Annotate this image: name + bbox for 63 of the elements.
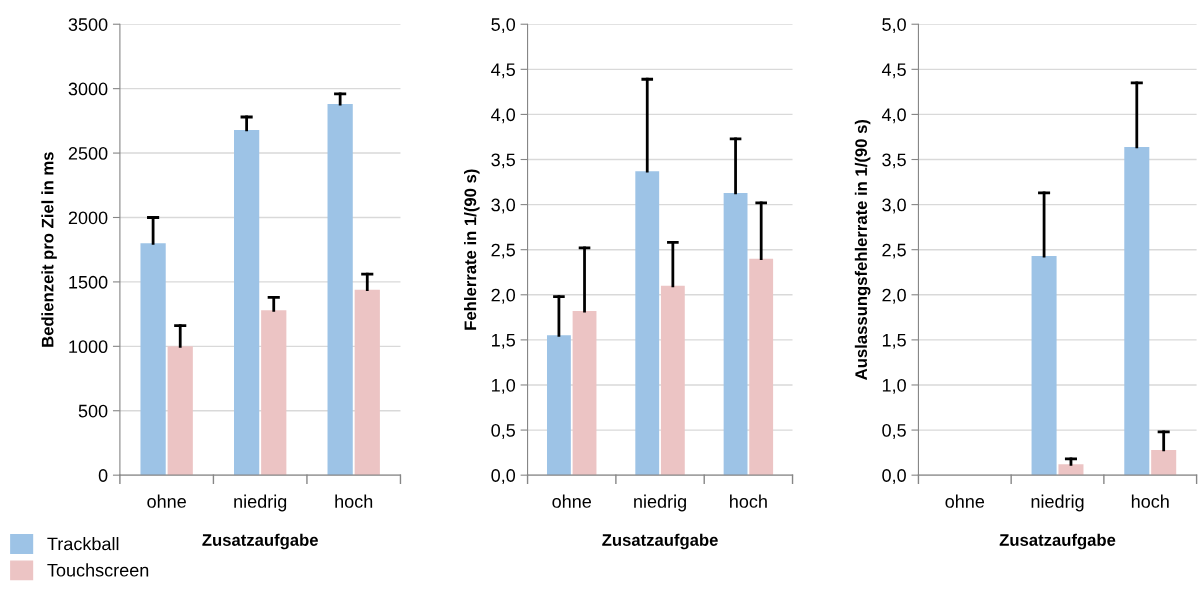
y-axis-title: Bedienzeit pro Ziel in ms <box>41 152 57 347</box>
x-tick-label: niedrig <box>234 494 287 512</box>
bar <box>749 258 774 476</box>
bar <box>635 171 660 476</box>
y-tick-label: 3,0 <box>491 198 516 214</box>
y-tick-label: 3,5 <box>491 153 515 169</box>
y-tick-label: 0,0 <box>882 469 906 485</box>
y-tick-label: 0,5 <box>491 424 515 439</box>
x-tick-label: ohne <box>147 494 186 508</box>
y-tick-label: 4,0 <box>491 108 516 124</box>
x-tick-label: niedrig <box>1031 494 1084 512</box>
bar <box>234 129 260 476</box>
y-tick-label: 4,0 <box>881 108 906 124</box>
y-tick-label: 1,0 <box>882 378 906 394</box>
x-tick-label: ohne <box>552 494 592 508</box>
bar <box>546 335 571 476</box>
y-tick-label: 1000 <box>69 340 108 354</box>
y-tick-label: 2500 <box>68 147 108 160</box>
y-tick-label: 1,0 <box>492 378 516 394</box>
y-tick-label: 2,5 <box>491 243 515 259</box>
bar <box>660 285 685 476</box>
y-axis-title: Fehlerrate in 1/(90 s) <box>464 169 480 330</box>
y-tick-label: 2,0 <box>491 288 516 304</box>
y-tick-label: 4,5 <box>491 63 515 79</box>
y-tick-label: 500 <box>78 404 108 418</box>
y-tick-label: 3,0 <box>882 198 906 214</box>
y-tick-label: 4,5 <box>881 63 906 79</box>
y-tick-label: 1500 <box>69 275 108 289</box>
legend-label: Touchscreen <box>47 563 149 577</box>
y-tick-label: 2,0 <box>882 288 906 304</box>
x-tick-label: hoch <box>1131 494 1169 508</box>
bar <box>354 289 380 476</box>
y-tick-label: 5,0 <box>491 18 516 34</box>
y-tick-label: 2,5 <box>882 243 906 259</box>
y-tick-label: 0 <box>98 469 108 482</box>
y-tick-label: 5,0 <box>882 18 906 34</box>
x-tick-label: hoch <box>335 494 373 508</box>
bar <box>327 104 353 476</box>
bar <box>723 192 748 476</box>
y-tick-label: 0,0 <box>491 469 516 485</box>
bar <box>261 310 287 476</box>
y-tick-label: 1,5 <box>882 334 906 349</box>
y-tick-label: 2000 <box>68 211 108 225</box>
bar <box>1058 464 1084 476</box>
x-axis-title: Zusatzaufgabe <box>999 533 1116 550</box>
y-tick-label: 1,5 <box>492 334 515 349</box>
x-tick-label: niedrig <box>634 494 686 512</box>
bar <box>1151 449 1177 476</box>
bar <box>140 243 166 476</box>
y-tick-label: 0,5 <box>882 424 906 439</box>
x-tick-label: hoch <box>730 494 767 508</box>
bar <box>572 311 597 476</box>
legend-label: Trackball <box>47 537 119 551</box>
bar <box>167 346 193 476</box>
y-tick-label: 3500 <box>68 18 108 31</box>
bar <box>1031 256 1057 476</box>
x-axis-title: Zusatzaufgabe <box>202 533 318 550</box>
x-tick-label: ohne <box>945 494 985 508</box>
y-tick-label: 3,5 <box>882 153 906 169</box>
y-axis-title: Auslassungsfehlerrate in 1/(90 s) <box>854 119 871 380</box>
bar <box>1124 146 1150 476</box>
x-axis-title: Zusatzaufgabe <box>602 533 718 550</box>
y-tick-label: 3000 <box>68 82 108 96</box>
